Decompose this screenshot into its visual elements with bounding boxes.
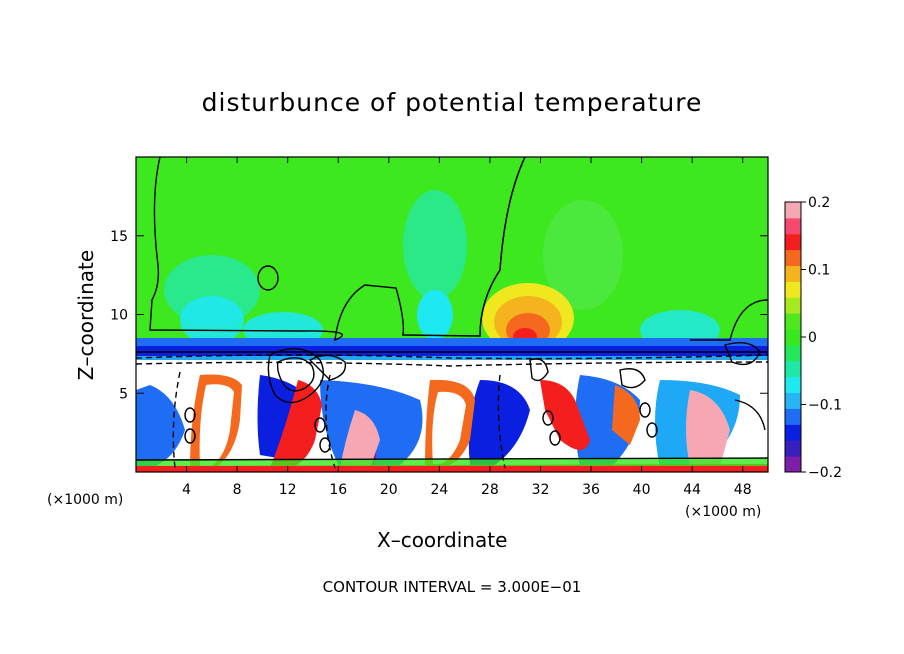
x-tick-label: 44 <box>683 482 701 498</box>
y-tick-label: 5 <box>119 386 128 402</box>
x-tick-label: 32 <box>532 482 550 498</box>
small-contour <box>639 402 651 418</box>
colorbar-swatch <box>785 329 801 346</box>
closed-contour <box>619 368 646 389</box>
closed-contour <box>267 347 324 404</box>
warm-column-core <box>432 391 466 464</box>
colorbar-tick-label: 0.1 <box>808 263 830 279</box>
warm-column <box>612 385 640 445</box>
cool-cell <box>136 385 185 468</box>
x-tick-label: 16 <box>329 482 347 498</box>
warm-column-core <box>199 384 234 466</box>
field-layer <box>136 157 768 472</box>
y-axis-ticks: 5 10 15 <box>110 229 768 402</box>
dashed-contour <box>136 361 768 367</box>
colorbar-swatch <box>785 408 801 425</box>
small-contour <box>314 417 326 433</box>
closed-contour <box>276 357 315 392</box>
colorbar-swatch <box>785 202 801 219</box>
x-tick-label: 12 <box>279 482 297 498</box>
x-tick-label: 36 <box>582 482 600 498</box>
warm-column <box>270 380 322 470</box>
inversion-band <box>136 346 768 356</box>
closed-contour <box>308 354 347 381</box>
x-tick-label: 8 <box>233 482 242 498</box>
colorbar-tick-label: −0.1 <box>808 398 842 414</box>
dashed-contour <box>136 354 768 360</box>
small-contour <box>257 265 279 291</box>
x-tick-label: 20 <box>380 482 398 498</box>
x-tick-label: 48 <box>734 482 752 498</box>
x-axis-ticks: 4 8 12 16 20 24 28 32 36 40 44 48 <box>182 157 752 498</box>
colorbar-swatch <box>785 297 801 314</box>
small-contour <box>184 428 196 444</box>
small-contour <box>549 430 561 446</box>
colorbar-tick-label: −0.2 <box>808 465 842 481</box>
warm-column <box>340 410 380 468</box>
x-tick-label: 40 <box>633 482 651 498</box>
y-axis-label: Z–coordinate <box>74 249 98 381</box>
surface-contour <box>136 457 768 461</box>
x-tick-label: 24 <box>430 482 448 498</box>
small-contour <box>319 437 331 453</box>
warm-column-core <box>740 400 768 468</box>
y-tick-label: 15 <box>110 229 128 245</box>
colorbar-swatch <box>785 376 801 394</box>
closed-contour <box>734 399 766 431</box>
colorbar-swatch <box>785 233 801 251</box>
colorbar: 0.2 0.1 0 −0.1 −0.2 <box>784 195 842 481</box>
colorbar-swatch <box>785 265 801 282</box>
small-contour <box>646 422 658 438</box>
x-tick-label: 28 <box>481 482 499 498</box>
colorbar-swatch <box>785 344 801 362</box>
small-contour <box>542 410 554 426</box>
dashed-contour <box>325 374 336 469</box>
colorbar-swatch <box>785 360 801 378</box>
x-unit-label-right: (×1000 m) <box>685 504 762 520</box>
colorbar-swatch <box>785 424 801 441</box>
chart-title: disturbunce of potential temperature <box>201 88 703 117</box>
y-tick-label: 10 <box>110 308 128 324</box>
colorbar-swatch <box>785 392 801 409</box>
small-contour <box>184 407 196 423</box>
x-tick-label: 4 <box>182 482 191 498</box>
colorbar-tick-label: 0 <box>808 330 817 346</box>
cool-cell <box>468 380 530 468</box>
cyan-plume <box>180 296 244 344</box>
x-axis-label: X–coordinate <box>377 528 508 552</box>
warm-column <box>686 390 730 466</box>
colorbar-swatch <box>785 217 801 235</box>
closed-contour <box>529 358 549 382</box>
contour-interval-note: CONTOUR INTERVAL = 3.000E−01 <box>322 578 582 596</box>
colorbar-tick-label: 0.2 <box>808 195 830 211</box>
colorbar-swatch <box>785 249 801 267</box>
cyan-plume <box>403 190 467 300</box>
colorbar-swatch <box>785 281 801 298</box>
green-plume <box>543 200 623 310</box>
warm-column <box>540 380 590 450</box>
colorbar-swatch <box>785 440 801 457</box>
colorbar-swatch <box>785 313 801 330</box>
colorbar-swatch <box>785 456 801 473</box>
closed-contour <box>724 342 761 366</box>
contour-layer <box>136 157 768 469</box>
x-unit-label-left: (×1000 m) <box>47 492 124 508</box>
zero-contour <box>479 157 526 337</box>
cyan-plume <box>417 290 453 340</box>
zero-contour <box>690 299 768 341</box>
